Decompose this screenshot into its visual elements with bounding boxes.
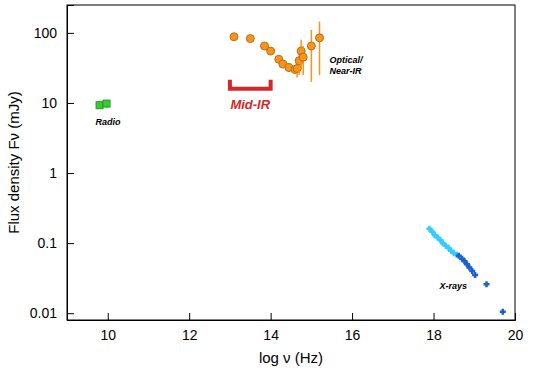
point <box>483 281 489 287</box>
point <box>96 102 103 109</box>
x-tick: 20 <box>508 313 524 343</box>
x-tick-mark <box>515 313 516 320</box>
series-label-line: Radio <box>96 117 122 127</box>
x-tick-mark <box>108 313 109 320</box>
y-tick-mark <box>67 243 74 244</box>
y-tick-mark <box>67 33 74 34</box>
point <box>472 272 478 278</box>
point <box>307 42 315 50</box>
series-labels: Radio Optical/Near-IR Mid-IR X-rays <box>96 55 468 291</box>
y-tick: 0.1 <box>38 235 74 251</box>
y-tick-mark <box>67 173 74 174</box>
error-bar <box>319 22 321 76</box>
x-tick: 18 <box>426 313 442 343</box>
series-1 <box>230 22 324 82</box>
y-tick-mark <box>67 103 74 104</box>
x-tick-mark <box>352 313 353 320</box>
y-axis: 0.01 0.1 1 10 100 <box>30 6 74 322</box>
y-tick: 100 <box>34 25 74 41</box>
point <box>103 100 110 107</box>
y-tick: 10 <box>41 95 74 111</box>
x-tick: 10 <box>100 313 116 343</box>
series-label-line: Optical/ <box>330 55 365 65</box>
x-axis-title: log ν (Hz) <box>259 349 323 366</box>
y-tick: 1 <box>49 165 74 181</box>
x-axis-line <box>68 313 516 321</box>
point <box>500 309 506 315</box>
point <box>267 47 275 55</box>
x-tick: 14 <box>263 313 279 343</box>
series-2 <box>230 80 271 89</box>
x-tick-label: 16 <box>345 327 361 343</box>
y-tick: 0.01 <box>30 305 74 321</box>
y-tick-label: 100 <box>34 25 58 41</box>
point <box>293 65 301 73</box>
point <box>246 35 254 43</box>
x-tick: 16 <box>345 313 361 343</box>
series-label-line: X-rays <box>439 281 468 291</box>
x-tick-label: 20 <box>508 327 524 343</box>
x-axis: 10 12 14 16 18 20 <box>68 313 524 343</box>
marks <box>96 22 506 315</box>
x-tick-label: 10 <box>100 327 116 343</box>
plot-frame <box>67 5 515 320</box>
y-tick-label: 0.01 <box>30 305 57 321</box>
series-label: Mid-IR <box>230 97 270 112</box>
y-tick-label: 1 <box>49 165 57 181</box>
point <box>299 53 307 61</box>
point <box>316 34 324 42</box>
chart: 10 12 14 16 18 20 0.01 0.1 1 10 100 Radio Optical/Ne… <box>0 0 534 371</box>
x-tick-mark <box>189 313 190 320</box>
x-tick: 12 <box>182 313 198 343</box>
y-axis-title: Flux density Fν (mJy) <box>5 91 22 234</box>
series-0 <box>96 100 110 109</box>
series-label: Optical/Near-IR <box>330 55 365 76</box>
series-label: X-rays <box>439 281 468 291</box>
x-tick-label: 12 <box>182 327 198 343</box>
error-bar <box>311 30 313 82</box>
series-3 <box>426 226 505 315</box>
y-tick-mark <box>67 313 74 314</box>
series-label-line: Near-IR <box>330 66 363 76</box>
x-tick-mark <box>434 313 435 320</box>
series-label: Radio <box>96 117 122 127</box>
point <box>230 33 238 41</box>
y-axis-line <box>68 6 75 321</box>
bracket <box>230 80 271 89</box>
y-tick-label: 0.1 <box>38 235 58 251</box>
plot: 10 12 14 16 18 20 0.01 0.1 1 10 100 Radio Optical/Ne… <box>30 5 524 343</box>
y-tick-label: 10 <box>41 95 57 111</box>
x-tick-label: 18 <box>426 327 442 343</box>
x-tick-label: 14 <box>263 327 279 343</box>
x-tick-mark <box>271 313 272 320</box>
